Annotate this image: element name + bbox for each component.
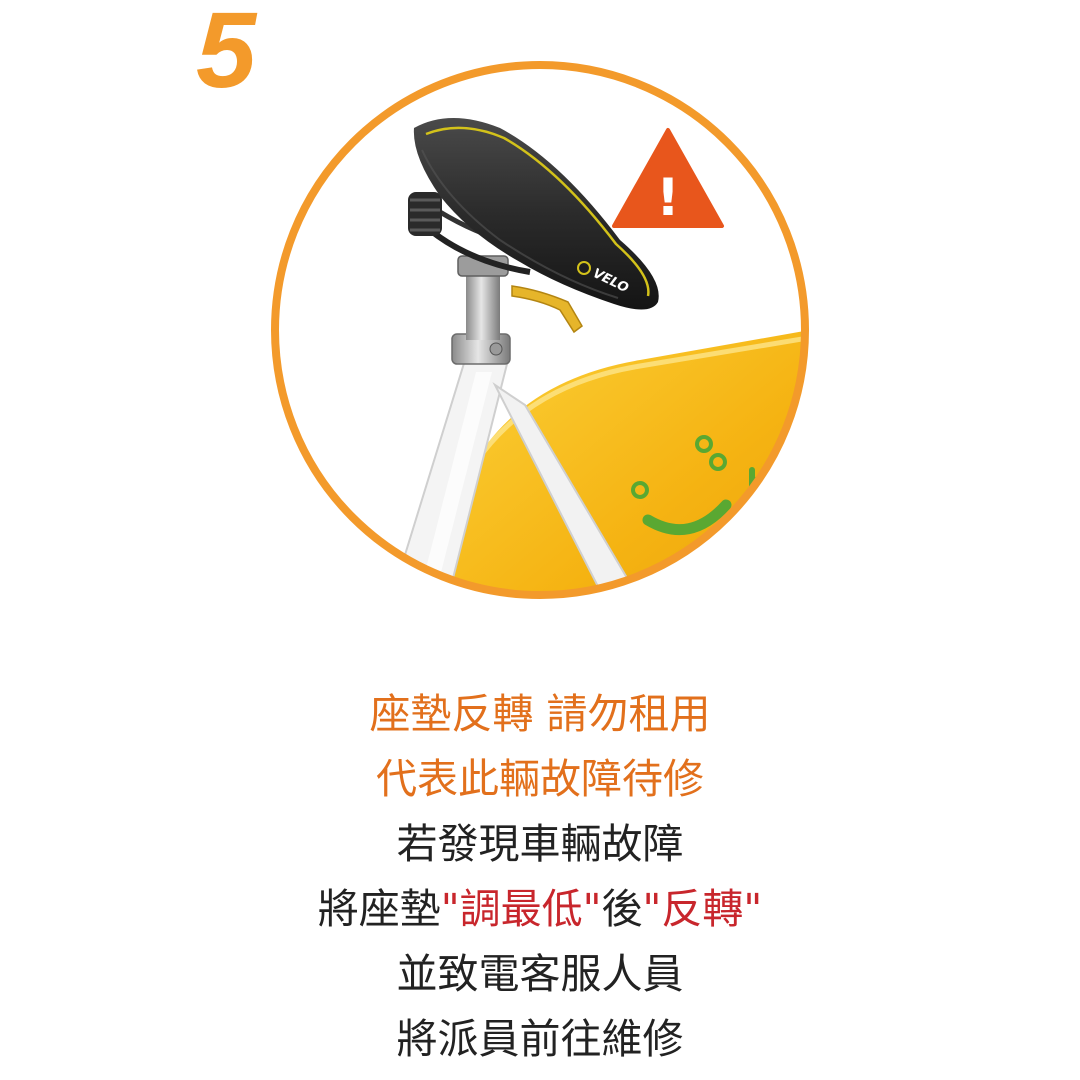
saddle-spring bbox=[408, 192, 442, 236]
line4-quote-2: " bbox=[582, 885, 602, 933]
step-number: 5 bbox=[196, 0, 257, 110]
warning-triangle-icon: ! bbox=[612, 128, 724, 228]
line4-action-reverse: 反轉 bbox=[661, 885, 744, 933]
seat-clamp bbox=[451, 333, 511, 365]
line4-middle: 後 bbox=[601, 885, 643, 933]
bike-seat-illustration: VELO ! bbox=[271, 61, 809, 599]
line4-quote-3: " bbox=[642, 885, 662, 933]
instruction-line-4: 將座墊"調最低"後"反轉" bbox=[0, 877, 1080, 942]
bike-saddle: VELO bbox=[413, 118, 659, 310]
instruction-line-6: 將派員前往維修 bbox=[396, 1015, 684, 1063]
instruction-line-2: 代表此輛故障待修 bbox=[376, 755, 704, 803]
line4-prefix: 將座墊 bbox=[317, 885, 441, 933]
instructions: 座墊反轉 請勿租用 代表此輛故障待修 若發現車輛故障 將座墊"調最低"後"反轉"… bbox=[0, 682, 1080, 1072]
seat-post bbox=[457, 255, 509, 340]
warning-symbol: ! bbox=[656, 168, 680, 228]
line4-quote-4: " bbox=[743, 885, 763, 933]
instruction-line-3: 若發現車輛故障 bbox=[396, 820, 684, 868]
instruction-line-1: 座墊反轉 請勿租用 bbox=[369, 690, 711, 738]
orange-ring bbox=[271, 61, 809, 599]
line4-quote-1: " bbox=[440, 885, 460, 933]
line4-action-lowest: 調最低 bbox=[459, 885, 583, 933]
instruction-line-5: 並致電客服人員 bbox=[396, 950, 684, 998]
